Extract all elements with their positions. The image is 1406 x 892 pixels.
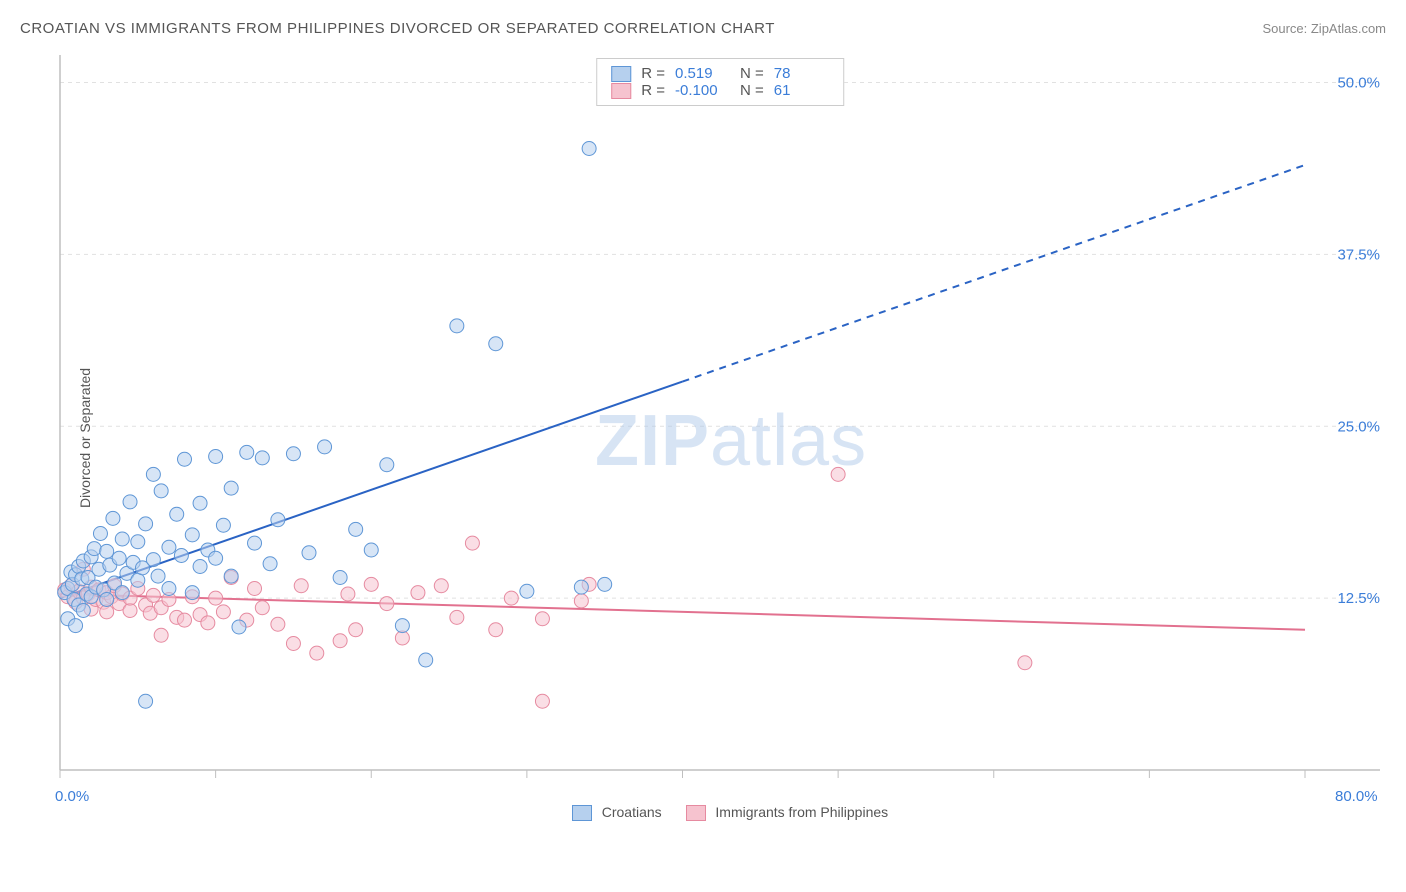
legend-label-series2: Immigrants from Philippines [715,804,888,820]
scatter-plot: Divorced or Separated 12.5% 25.0% 37.5% 50.… [55,50,1385,825]
x-axis-min-label: 0.0% [55,788,89,805]
series-legend: Croatians Immigrants from Philippines [55,804,1385,821]
legend-n-label: N = [740,65,764,82]
source-attribution: Source: ZipAtlas.com [1262,21,1386,36]
legend-n-label: N = [740,82,764,99]
legend-r-value-2: -0.100 [675,82,730,99]
plot-svg: 12.5% 25.0% 37.5% 50.0% [55,50,1385,825]
legend-swatch-series2 [686,805,706,821]
legend-n-value-2: 61 [774,82,829,99]
svg-text:37.5%: 37.5% [1337,246,1380,263]
y-axis-label: Divorced or Separated [77,367,93,507]
legend-swatch-series1 [572,805,592,821]
legend-r-value-1: 0.519 [675,65,730,82]
svg-text:50.0%: 50.0% [1337,75,1380,92]
legend-swatch-series2 [611,83,631,99]
legend-swatch-series1 [611,66,631,82]
svg-text:12.5%: 12.5% [1337,590,1380,607]
x-axis-max-label: 80.0% [1335,788,1378,805]
legend-r-label: R = [641,82,665,99]
chart-title: CROATIAN VS IMMIGRANTS FROM PHILIPPINES … [20,20,775,37]
stats-legend: R = 0.519 N = 78 R = -0.100 N = 61 [596,58,844,106]
legend-n-value-1: 78 [774,65,829,82]
svg-text:25.0%: 25.0% [1337,418,1380,435]
legend-label-series1: Croatians [602,804,662,820]
legend-r-label: R = [641,65,665,82]
